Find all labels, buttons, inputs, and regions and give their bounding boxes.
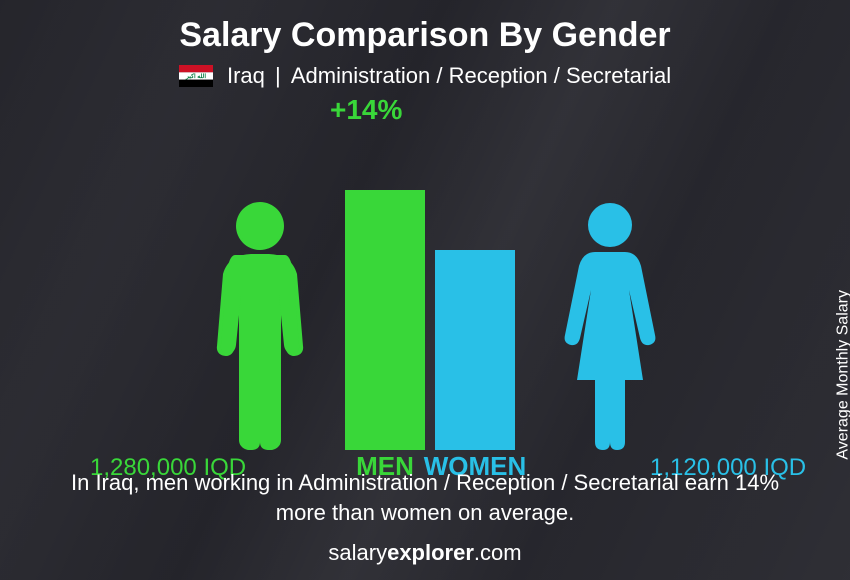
source-footer: salaryexplorer.com <box>0 540 850 566</box>
infographic-canvas: Salary Comparison By Gender الله اكبر Ir… <box>0 0 850 580</box>
caption-text: In Iraq, men working in Administration /… <box>50 468 800 527</box>
men-bar <box>345 190 425 450</box>
women-bar <box>435 250 515 450</box>
footer-part-a: salary <box>328 540 387 565</box>
delta-label: +14% <box>330 94 402 126</box>
female-figure-icon <box>555 200 665 450</box>
subtitle: الله اكبر Iraq | Administration / Recept… <box>0 62 850 89</box>
main-title: Salary Comparison By Gender <box>0 16 850 55</box>
separator: | <box>275 63 281 88</box>
footer-part-c: .com <box>474 540 522 565</box>
iraq-flag-icon: الله اكبر <box>179 65 213 87</box>
country-label: Iraq <box>227 63 265 88</box>
svg-text:الله اكبر: الله اكبر <box>185 73 206 80</box>
y-axis-label: Average Monthly Salary <box>835 290 850 460</box>
category-label: Administration / Reception / Secretarial <box>291 63 671 88</box>
male-figure-icon <box>205 200 315 450</box>
footer-part-b: explorer <box>387 540 474 565</box>
